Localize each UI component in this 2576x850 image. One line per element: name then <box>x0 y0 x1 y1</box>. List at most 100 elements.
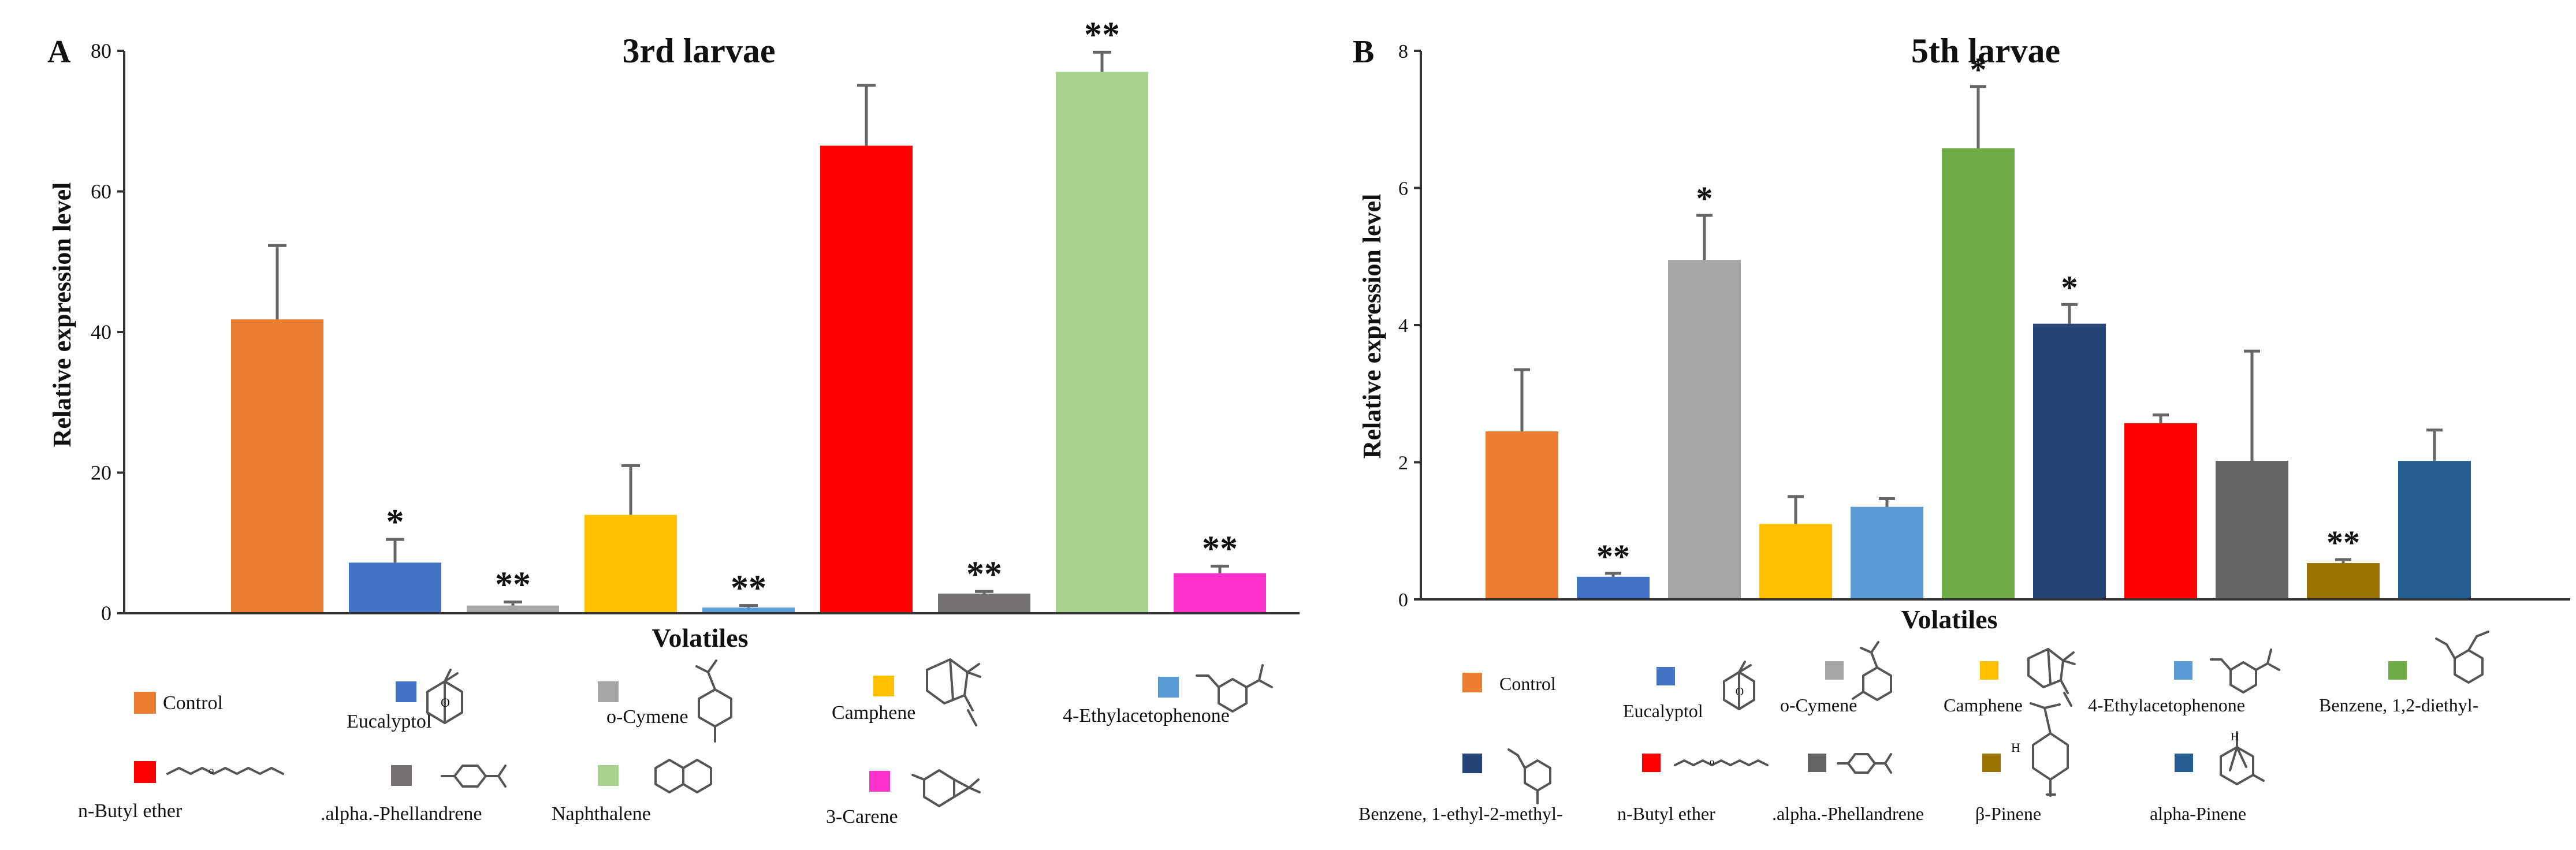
n-butyl-ether-oxygen-atom: o <box>209 765 214 776</box>
legend-a-alpha-phellandrene-label: .alpha.-Phellandrene <box>321 803 482 825</box>
panel-a-significance-eucalyptol: * <box>386 502 404 542</box>
legend-b-alpha-phellandrene: .alpha.-Phellandrene <box>1772 753 1924 824</box>
panel-a-y-ticks: 0 20 40 60 80 <box>91 39 124 625</box>
legend-b-alpha-phellandrene-swatch <box>1808 754 1826 772</box>
legend-b-n-butyl-ether-swatch <box>1642 754 1661 772</box>
panel-b-bar-alpha-phellandrene <box>2216 461 2288 599</box>
panel-b-bar-pinene <box>2307 563 2380 599</box>
panel-b-significance-pinene: ** <box>2326 524 2360 561</box>
panel-b-bar-benzene-1-ethyl-2-methyl <box>2033 323 2106 599</box>
panel-b: B 5th larvae Relative expression level V… <box>1353 32 2570 824</box>
camphene-structure-icon <box>926 658 981 726</box>
legend-a-eucalyptol-label: Eucalyptol <box>347 711 431 732</box>
legend-b-eucalyptol: Eucalyptol O <box>1623 661 1755 721</box>
panel-b-y-tick-label: 6 <box>1398 178 1408 200</box>
legend-a-3-carene-swatch <box>869 771 890 792</box>
legend-b-camphene: Camphene <box>1944 648 2076 715</box>
panel-a-error-bar-4-ethylacetophenone <box>739 604 758 608</box>
panel-a-y-tick-label: 0 <box>101 602 111 625</box>
legend-b-camphene-swatch <box>1980 661 1998 680</box>
legend-a-n-butyl-ether: n-Butyl ether o <box>78 761 284 822</box>
panel-a-bar-eucalyptol <box>349 562 441 613</box>
legend-a-4-ethylacetophenone-label: 4-Ethylacetophenone <box>1063 705 1230 726</box>
panel-b-bar-n-butyl-ether <box>2124 423 2197 599</box>
panel-b-y-tick-label: 4 <box>1398 315 1408 337</box>
panel-b-bar-eucalyptol <box>1577 576 1650 599</box>
4-ethylacetophenone-structure-icon <box>1196 664 1273 713</box>
legend-b-4-ethylacetophenone-label: 4-Ethylacetophenone <box>2088 695 2245 715</box>
panel-a-error-bar-3-carene <box>1211 564 1229 573</box>
panel-b-x-axis-label: Volatiles <box>1901 605 1998 634</box>
panel-a-bar-n-butyl-ether <box>820 146 913 614</box>
legend-b-benzene-1-ethyl-2-methyl-swatch <box>1462 754 1482 773</box>
panel-b-significance-benzene-1-ethyl-2-methyl: * <box>2061 269 2078 306</box>
legend-b-alpha-phellandrene-label: .alpha.-Phellandrene <box>1772 803 1924 824</box>
panel-a-y-tick-label: 80 <box>91 39 111 62</box>
panel-b-error-bar-pinene <box>2335 558 2351 564</box>
legend-b-control-label: Control <box>1499 673 1556 694</box>
panel-b-legend: Control Eucalyptol O o-Cymene Camphene <box>1358 631 2489 824</box>
legend-b-benzene-1-2-diethyl-swatch <box>2388 661 2407 680</box>
panel-a-error-bar-control <box>268 244 286 320</box>
legend-a-camphene-swatch <box>873 676 894 696</box>
legend-b-eucalyptol-swatch <box>1656 667 1675 685</box>
panel-a-significance-alpha-phellandrene: ** <box>966 554 1002 594</box>
legend-a-n-butyl-ether-swatch <box>134 761 156 783</box>
alpha-phellandrene-structure-icon-b <box>1837 753 1892 774</box>
legend-a-3-carene-label: 3-Carene <box>826 806 898 827</box>
legend-b-o-cymene-swatch <box>1825 661 1844 680</box>
panel-a-legend: Control Eucalyptol O o-Cymene Camphene <box>78 658 1273 827</box>
panel-a-bar-o-cymene <box>467 605 559 613</box>
eucalyptol-structure-icon: O <box>426 669 463 724</box>
legend-a-n-butyl-ether-label: n-Butyl ether <box>78 800 183 822</box>
panel-b-bar-4-ethylacetophenone <box>1851 506 1923 599</box>
panel-b-significance-benzene-1-2-diethyl: * <box>1970 51 1987 88</box>
legend-a-3-carene: 3-Carene <box>826 769 981 827</box>
legend-b-beta-pinene: β-Pinene H <box>1975 702 2069 824</box>
legend-a-control-swatch <box>134 692 156 714</box>
n-butyl-ether-structure-icon <box>166 767 284 775</box>
legend-a-naphthalene-swatch <box>598 765 619 786</box>
panel-a-error-bar-n-butyl-ether <box>857 84 876 146</box>
panel-a-bar-alpha-phellandrene <box>938 593 1030 613</box>
legend-a-4-ethylacetophenone: 4-Ethylacetophenone <box>1063 664 1273 726</box>
legend-a-naphthalene: Naphthalene <box>552 759 712 825</box>
panel-a-x-axis-label: Volatiles <box>652 623 749 653</box>
panel-a-error-bar-camphene <box>621 464 640 515</box>
panel-a-error-bar-o-cymene <box>504 601 522 606</box>
naphthalene-structure-icon <box>654 759 712 793</box>
panel-b-bar-control <box>1486 431 1558 599</box>
legend-b-n-butyl-ether-label: n-Butyl ether <box>1617 803 1715 824</box>
n-butyl-ether-structure-icon-b <box>1674 759 1769 766</box>
legend-a-alpha-phellandrene: .alpha.-Phellandrene <box>321 765 507 825</box>
panel-b-error-bar-alpha-phellandrene <box>2244 349 2260 461</box>
legend-b-camphene-label: Camphene <box>1944 695 2023 715</box>
panel-b-bar-camphene <box>1759 524 1832 599</box>
legend-a-control-label: Control <box>163 692 223 714</box>
panel-b-bars: ******* <box>1486 51 2471 599</box>
panel-a-significance-3-carene: ** <box>1202 529 1238 568</box>
alpha-pinene-structure-icon: H <box>2220 730 2265 785</box>
panel-b-y-axis-label: Relative expression level <box>1358 194 1386 459</box>
panel-a-significance-o-cymene: ** <box>495 565 531 605</box>
legend-b-alpha-pinene-swatch <box>2175 754 2193 772</box>
panel-a-y-tick-label: 20 <box>91 461 111 484</box>
panel-a-error-bar-naphthalene <box>1093 50 1111 72</box>
alpha-pinene-hydrogen-atom: H <box>2231 730 2239 743</box>
legend-a-o-cymene-swatch <box>598 681 619 702</box>
legend-a-camphene-label: Camphene <box>832 702 915 724</box>
panel-b-error-bar-alpha-pinene <box>2426 428 2443 461</box>
panel-b-bar-alpha-pinene <box>2398 461 2471 599</box>
legend-a-camphene: Camphene <box>832 658 981 726</box>
panel-b-error-bar-camphene <box>1788 495 1804 524</box>
panel-b-error-bar-control <box>1514 368 1530 432</box>
panel-b-y-tick-label: 2 <box>1398 453 1408 474</box>
panel-b-bar-benzene-1-2-diethyl <box>1942 148 2015 599</box>
legend-b-alpha-pinene: alpha-Pinene H <box>2150 730 2265 824</box>
panel-b-error-bar-benzene-1-ethyl-2-methyl <box>2061 303 2078 324</box>
panel-a-label: A <box>47 34 71 70</box>
panel-a-y-tick-label: 60 <box>91 180 111 203</box>
panel-a-y-axis-label: Relative expression level <box>48 182 76 448</box>
panel-b-significance-eucalyptol: ** <box>1596 538 1630 575</box>
